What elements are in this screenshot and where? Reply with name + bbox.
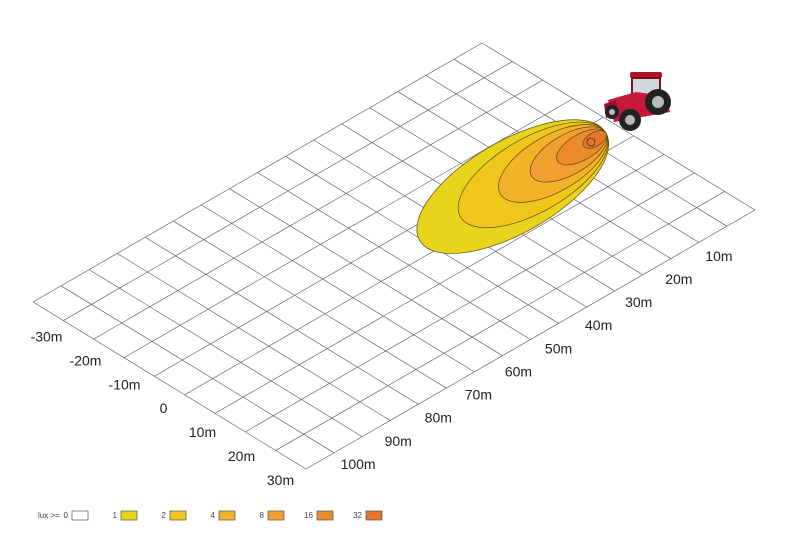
distance-tick-label: 20m: [665, 271, 692, 287]
distance-tick-label: 40m: [585, 317, 612, 333]
legend-label: 4: [211, 511, 216, 520]
grid-line: [88, 269, 363, 437]
grid-line: [32, 301, 307, 470]
distance-tick-label: 60m: [505, 363, 532, 379]
legend-swatch: [169, 510, 187, 521]
distance-tick-label: 100m: [341, 456, 376, 472]
legend-swatch: [316, 510, 334, 521]
legend: lux >= 0 1 2 4 8 16 32: [38, 510, 383, 521]
grid-line: [173, 220, 447, 389]
grid-line: [60, 285, 335, 454]
legend-swatch: [267, 510, 285, 521]
distance-tick-label: 30m: [625, 294, 652, 310]
axis-labels: -30m -20m -10m 0 10m 20m 30m 10m 20m 30m 40m 50m 60m…: [31, 248, 733, 488]
lux-contour: [582, 130, 607, 149]
lateral-tick-label: 0: [160, 400, 168, 416]
legend-label: 0: [64, 511, 69, 520]
grid-line: [229, 188, 503, 356]
grid-line: [117, 253, 391, 421]
grid-line: [201, 204, 475, 373]
grid-line: [145, 236, 419, 405]
distance-tick-label: 90m: [385, 433, 412, 449]
lux-contours: [416, 119, 610, 254]
lateral-tick-label: -10m: [109, 376, 141, 392]
legend-label: 8: [260, 511, 265, 520]
lateral-tick-label: 10m: [189, 424, 216, 440]
legend-label: 16: [304, 511, 313, 520]
legend-label: 2: [162, 511, 167, 520]
lateral-tick-label: 20m: [228, 448, 255, 464]
distance-tick-label: 70m: [465, 387, 492, 403]
grid-line: [257, 172, 531, 340]
legend-label: 1: [113, 511, 118, 520]
grid-line: [481, 42, 756, 211]
tractor: [604, 72, 671, 131]
legend-title: lux >=: [38, 511, 60, 520]
distance-tick-label: 10m: [705, 248, 732, 264]
distance-tick-label: 80m: [425, 410, 452, 426]
lateral-tick-label: -20m: [70, 352, 102, 368]
legend-label: 32: [353, 511, 362, 520]
legend-swatch: [71, 510, 89, 521]
lateral-tick-label: -30m: [31, 329, 63, 345]
legend-swatch: [218, 510, 236, 521]
distance-tick-label: 50m: [545, 340, 572, 356]
lateral-tick-label: 30m: [267, 472, 294, 488]
legend-swatch: [120, 510, 138, 521]
legend-swatch: [365, 510, 383, 521]
lamp: [586, 137, 596, 147]
